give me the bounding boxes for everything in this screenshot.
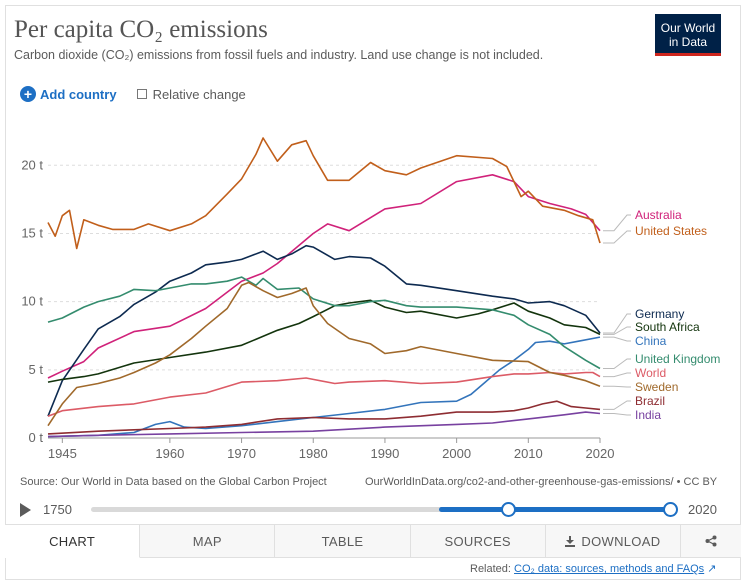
- share-button[interactable]: [681, 525, 742, 558]
- download-icon: [565, 536, 576, 547]
- legend-connector: [603, 372, 631, 378]
- add-country-button[interactable]: + Add country: [20, 86, 117, 102]
- x-tick-label: 2000: [442, 446, 471, 461]
- series-label: United States: [635, 224, 707, 238]
- tab-download[interactable]: DOWNLOAD: [545, 525, 682, 558]
- play-icon[interactable]: [20, 503, 31, 517]
- owid-logo[interactable]: Our World in Data: [655, 14, 721, 56]
- series-line-south-africa: [47, 299, 601, 383]
- series-label: India: [635, 408, 661, 422]
- x-tick-label: 1970: [227, 446, 256, 461]
- series-line-india: [47, 411, 601, 438]
- series-label: Sweden: [635, 380, 678, 394]
- x-tick-label: 1960: [155, 446, 184, 461]
- timeline-end-handle[interactable]: [663, 502, 678, 517]
- legend-connector: [603, 230, 631, 244]
- timeline-track[interactable]: [91, 507, 671, 512]
- timeline-start-year: 1750: [43, 502, 72, 517]
- relative-change-checkbox[interactable]: [136, 89, 147, 99]
- x-tick-label: 1980: [299, 446, 328, 461]
- series-label: United Kingdom: [635, 352, 720, 366]
- x-tick-label: 1990: [370, 446, 399, 461]
- source-url[interactable]: OurWorldInData.org/co2-and-other-greenho…: [365, 476, 718, 488]
- legend-connector: [603, 358, 631, 369]
- page-title: Per capita CO₂ emissions: [14, 16, 268, 43]
- tab-table[interactable]: TABLE: [275, 525, 411, 558]
- series-line-united-states: [47, 137, 601, 250]
- series-line-australia: [47, 174, 601, 379]
- related-links: Related: CO₂ data: sources, methods and …: [470, 562, 716, 575]
- legend-connector: [603, 214, 631, 232]
- series-line-sweden: [47, 281, 601, 427]
- tab-sources[interactable]: SOURCES: [410, 525, 546, 558]
- y-tick-label: 10 t: [21, 294, 43, 309]
- relative-change-label: Relative change: [152, 86, 246, 102]
- plus-icon: +: [20, 86, 36, 102]
- series-line-united-kingdom: [47, 276, 601, 370]
- tab-bar: CHART MAP TABLE SOURCES DOWNLOAD: [5, 524, 742, 558]
- y-tick-label: 0 t: [29, 430, 44, 445]
- series-label: Brazil: [635, 394, 665, 408]
- series-label: World: [635, 366, 666, 380]
- series-label: Germany: [635, 307, 684, 321]
- series-line-china: [47, 336, 601, 438]
- legend-connector: [603, 313, 631, 334]
- related-link[interactable]: CO₂ data: sources, methods and FAQs: [514, 563, 705, 575]
- x-tick-label: 2020: [586, 446, 615, 461]
- external-link-icon: ↗: [707, 563, 717, 575]
- legend-connector: [603, 413, 631, 416]
- relative-change-toggle[interactable]: Relative change: [136, 86, 246, 102]
- series-label: China: [635, 334, 667, 348]
- timeline-start-handle[interactable]: [501, 502, 516, 517]
- x-tick-label: 2010: [514, 446, 543, 461]
- line-chart: 0 t 5 t 10 t 15 t 20 t 1945 1960 1970 1980 1990 20…: [21, 137, 720, 461]
- chart-subtitle: Carbon dioxide (CO₂) emissions from foss…: [14, 48, 544, 62]
- series-line-germany: [47, 244, 601, 417]
- chart-controls: + Add country Relative change: [20, 84, 246, 104]
- timeline: 1750 2020: [20, 498, 726, 522]
- y-tick-label: 5 t: [29, 362, 44, 377]
- series-label: Australia: [635, 208, 682, 222]
- x-tick-label: 1945: [48, 446, 77, 461]
- timeline-selected-range: [439, 507, 671, 512]
- legend-connector: [603, 336, 631, 342]
- timeline-end-year: 2020: [688, 502, 717, 517]
- tab-chart[interactable]: CHART: [5, 525, 141, 558]
- source-note: Source: Our World in Data based on the G…: [20, 476, 327, 488]
- legend-connector: [603, 400, 631, 410]
- legend-connector: [603, 326, 631, 335]
- related-label: Related:: [470, 563, 511, 575]
- add-country-label: Add country: [40, 86, 117, 102]
- tab-map[interactable]: MAP: [140, 525, 276, 558]
- series-line-brazil: [47, 400, 601, 435]
- y-tick-label: 20 t: [21, 157, 43, 172]
- download-label: DOWNLOAD: [581, 534, 661, 549]
- y-tick-label: 15 t: [21, 225, 43, 240]
- legend-connector: [603, 385, 631, 388]
- series-label: South Africa: [635, 320, 700, 334]
- share-icon: [705, 535, 717, 547]
